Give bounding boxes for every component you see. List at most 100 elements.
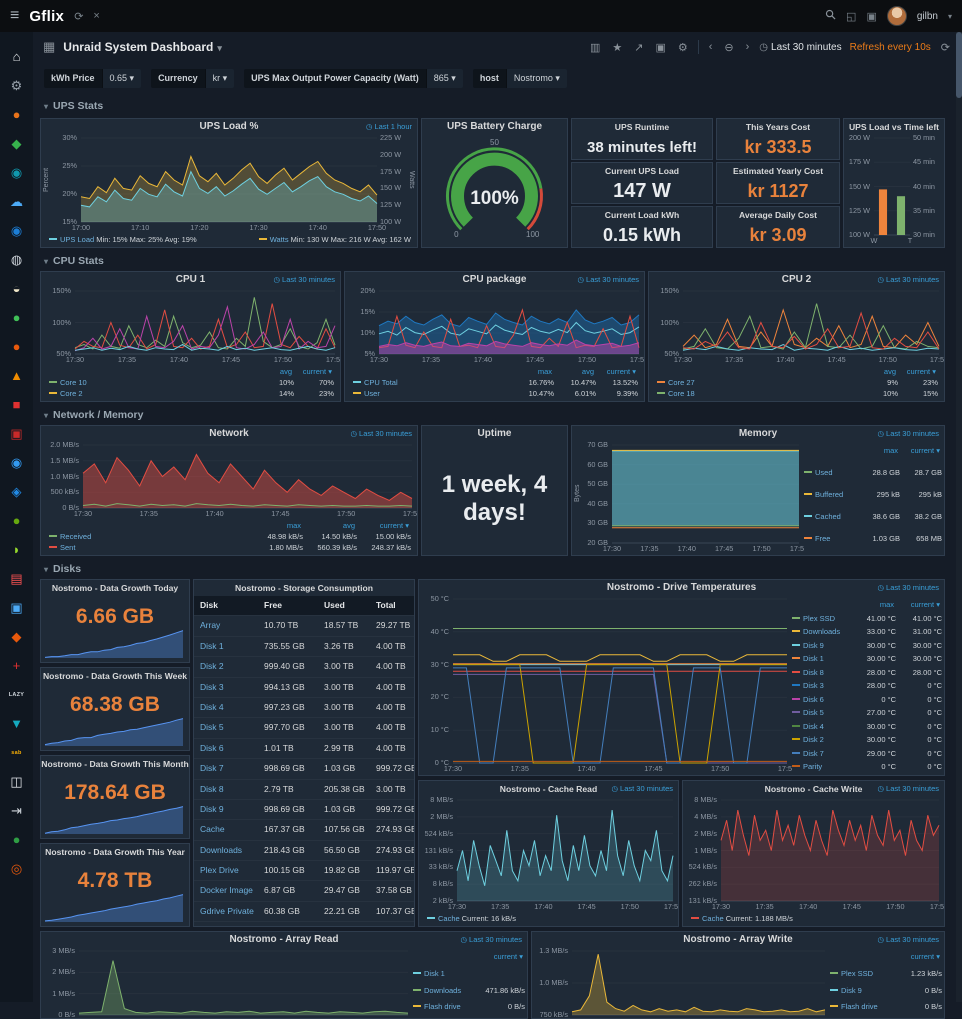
chart-canvas[interactable] [41, 135, 417, 234]
panel-title[interactable]: CPU package [462, 274, 527, 285]
refresh-interval-picker[interactable]: Refresh every 10s [849, 41, 931, 53]
panel-title[interactable]: Uptime [477, 428, 512, 439]
app-lazy-icon[interactable]: LAZY [8, 691, 25, 698]
legend-column-header[interactable]: current ▾ [302, 367, 332, 376]
app-orange-diamond-icon[interactable]: ◆ [11, 628, 22, 644]
legend-item[interactable]: Core 27 [657, 377, 858, 388]
time-range-label[interactable]: ◷ Last 30 minutes [877, 935, 940, 944]
legend-item[interactable]: Downloads [792, 626, 850, 640]
disk-name-link[interactable]: Gdrive Private [200, 905, 254, 916]
panel-title[interactable]: Nostromo - Array Write [683, 934, 793, 945]
chart-canvas[interactable] [683, 797, 944, 913]
time-range-label[interactable]: ◷ Last 30 minutes [877, 784, 940, 793]
legend-column-header[interactable]: avg [279, 367, 292, 376]
panel-title[interactable]: CPU 1 [175, 274, 206, 285]
disk-name-link[interactable]: Disk 8 [200, 783, 224, 794]
time-back-icon[interactable]: ‹ [708, 41, 713, 53]
app-avocado-icon[interactable]: ◗ [12, 542, 21, 557]
app-photo-icon[interactable]: ▣ [10, 599, 23, 615]
legend-column-header[interactable]: current ▾ [906, 367, 936, 376]
legend-item[interactable]: Core 18 [657, 388, 858, 399]
time-forward-icon[interactable]: › [745, 41, 750, 53]
disk-name-link[interactable]: Docker Image [200, 885, 253, 896]
refresh-icon[interactable]: ⟳ [940, 41, 950, 54]
cpu2-chart[interactable]: 150% 100% 50% 17:30 17:35 17:40 17:45 17:50 17:5… [649, 288, 944, 366]
disk-name-link[interactable]: Disk 5 [200, 722, 224, 733]
legend-item[interactable]: Disk 1 [413, 968, 467, 985]
app-teal-ring-icon[interactable]: ◉ [10, 164, 23, 180]
panel-title[interactable]: Network [209, 428, 249, 439]
column-header[interactable]: Disk [200, 600, 218, 610]
panel-title[interactable]: UPS Load vs Time left [848, 122, 940, 132]
legend-column-header[interactable]: current ▾ [493, 952, 523, 961]
panel-title[interactable]: Nostromo - Storage Consumption [235, 583, 373, 593]
disk-name-link[interactable]: Downloads [200, 844, 243, 855]
ups-load-chart[interactable]: 30% 25% 20% 15% 225 W 200 W 175 W 150 W 125 W 100… [41, 135, 417, 234]
chart-canvas[interactable] [41, 948, 413, 1018]
avatar[interactable] [886, 6, 907, 26]
time-range-label[interactable]: ◷ Last 30 minutes [877, 583, 940, 592]
cpu-package-chart[interactable]: 20% 15% 10% 5% 17:30 17:35 17:40 17:45 17:50 17:5… [345, 288, 644, 366]
brand-logo[interactable]: Gflix [29, 7, 65, 25]
variable-value-dropdown[interactable]: 0.65 ▾ [101, 68, 142, 88]
panel-title[interactable]: UPS Runtime [614, 122, 670, 132]
time-range-label[interactable]: ◷ Last 30 minutes [611, 784, 674, 793]
column-header[interactable]: Used [324, 600, 345, 610]
row-header-disks[interactable]: ▾ Disks [44, 563, 82, 575]
panel-title[interactable]: Nostromo - Data Growth This Month [41, 759, 189, 769]
app-beer-icon[interactable]: ◒ [12, 281, 21, 296]
app-green-diamond-icon[interactable]: ◆ [11, 135, 22, 151]
legend-item[interactable]: Cache Current: 16 kB/s [427, 913, 516, 924]
add-panel-icon[interactable]: ▥ [589, 41, 601, 54]
cpu1-chart[interactable]: 150% 100% 50% 17:30 17:35 17:40 17:45 17:50 17:5… [41, 288, 340, 366]
disk-name-link[interactable]: Disk 6 [200, 742, 224, 753]
panel-title[interactable]: Estimated Yearly Cost [732, 166, 824, 176]
legend-column-header[interactable]: current ▾ [910, 446, 940, 455]
app-plus-icon[interactable]: + [12, 658, 21, 673]
app-paw-icon[interactable]: ● [12, 339, 21, 354]
disk-name-link[interactable]: Disk 3 [200, 681, 224, 692]
gear-icon[interactable]: ⚙ [10, 77, 23, 93]
panel-title[interactable]: Nostromo - Drive Temperatures [606, 582, 757, 593]
fullscreen-icon[interactable]: ◱ [846, 10, 857, 23]
panel-title[interactable]: Nostromo - Data Growth This Year [45, 847, 185, 857]
menu-icon[interactable]: ≡ [10, 7, 20, 24]
chart-canvas[interactable] [419, 596, 792, 775]
disk-name-link[interactable]: Gdrive Unlimited [200, 922, 264, 926]
time-range-label[interactable]: ◷ Last 30 minutes [577, 275, 640, 284]
disk-name-link[interactable]: Disk 7 [200, 763, 224, 774]
legend-item[interactable]: Disk 3 [792, 680, 850, 694]
network-chart[interactable]: 2.0 MB/s 1.5 MB/s 1.0 MB/s 500 kB/s 0 B/s 17:… [41, 442, 417, 520]
legend-column-header[interactable]: avg [883, 367, 896, 376]
disk-name-link[interactable]: Cache [200, 824, 225, 835]
legend-item[interactable]: Plex SSD [830, 968, 884, 985]
time-range-label[interactable]: ◷ Last 1 hour [365, 122, 412, 131]
chart-canvas[interactable] [532, 948, 830, 1018]
time-range-label[interactable]: ◷ Last 30 minutes [877, 429, 940, 438]
app-deluge-icon[interactable]: ● [12, 107, 21, 122]
user-menu[interactable]: gilbn [916, 10, 938, 22]
app-disc-icon[interactable]: ◍ [10, 251, 23, 267]
variable-value-dropdown[interactable]: kr ▾ [204, 68, 235, 88]
app-github-icon[interactable]: ● [12, 832, 21, 847]
chart-canvas[interactable] [572, 442, 804, 555]
panel-title[interactable]: Current Load kWh [604, 210, 680, 220]
close-icon[interactable]: × [93, 10, 100, 22]
variable-value-dropdown[interactable]: Nostromo ▾ [505, 68, 567, 88]
panel-title[interactable]: Memory [738, 428, 778, 439]
time-range-label[interactable]: ◷ Last 30 minutes [877, 275, 940, 284]
share-icon[interactable]: ↗ [634, 41, 644, 54]
variable-kwh-price[interactable]: kWh Price 0.65 ▾ [44, 68, 142, 88]
scrollbar-thumb[interactable] [956, 32, 962, 98]
legend-item[interactable]: Cache Current: 1.188 MB/s [691, 913, 793, 924]
panel-title[interactable]: Nostromo - Cache Read [499, 784, 598, 794]
legend-item[interactable]: Disk 5 [792, 707, 850, 721]
disk-name-link[interactable]: Disk 9 [200, 803, 224, 814]
ups-vs-time-chart[interactable]: 200 W 175 W 150 W 125 W 100 W 50 min 45 min 40 … [844, 135, 944, 247]
scrollbar-track[interactable] [956, 32, 962, 1002]
legend-item[interactable]: User [353, 388, 512, 399]
chart-canvas[interactable] [419, 797, 678, 913]
legend-item[interactable]: Sent [49, 542, 249, 553]
cache-write-chart[interactable]: 8 MB/s 4 MB/s 2 MB/s 1 MB/s 524 kB/s 262 kB/s… [683, 797, 944, 913]
disk-name-link[interactable]: Array [200, 620, 221, 631]
